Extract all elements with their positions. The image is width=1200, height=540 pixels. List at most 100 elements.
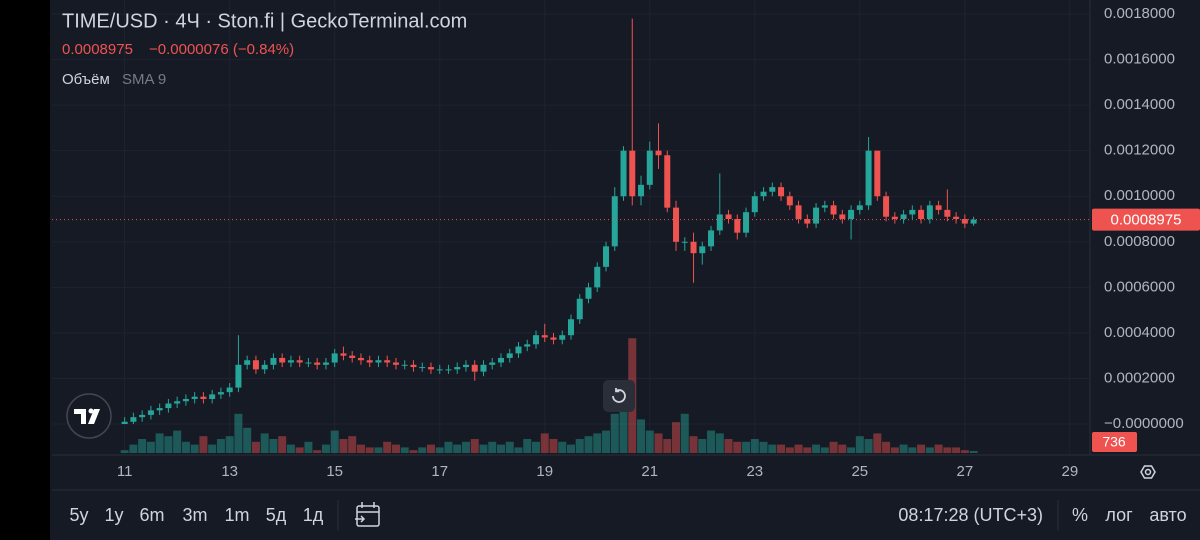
candle-body — [191, 396, 198, 399]
range-button[interactable]: 6m — [139, 505, 164, 525]
auto-toggle[interactable]: авто — [1149, 505, 1186, 525]
volume-bar — [637, 419, 646, 453]
settings-button[interactable] — [1140, 465, 1156, 479]
volume-bar — [917, 444, 926, 453]
candle-body — [760, 191, 767, 197]
logo-mark — [74, 409, 100, 424]
volume-bar — [680, 413, 689, 453]
volume-bar — [715, 433, 724, 453]
last-volume-box — [1092, 432, 1137, 452]
candle-body — [497, 357, 504, 363]
volume-bar — [181, 441, 190, 453]
candle-body — [769, 187, 776, 192]
candle-body — [366, 360, 373, 363]
percent-toggle[interactable]: % — [1072, 505, 1088, 525]
volume-bar — [794, 444, 803, 453]
candle-body — [436, 369, 443, 371]
last-price-label: 0.0008975 — [1111, 212, 1182, 229]
volume-bar — [374, 447, 383, 453]
candle-body — [778, 187, 785, 197]
clock: 08:17:28 (UTC+3) — [898, 505, 1043, 525]
legend-sma[interactable]: SMA 9 — [122, 71, 166, 88]
candle-body — [576, 298, 583, 320]
volume-bar — [803, 447, 812, 453]
volume-bar — [444, 441, 453, 453]
candle-body — [462, 364, 469, 368]
candle-body — [944, 209, 951, 217]
legend-volume[interactable]: Объём — [62, 71, 110, 88]
volume-bar — [470, 439, 479, 453]
volume-bar — [610, 413, 619, 453]
range-button[interactable]: 1y — [104, 505, 123, 525]
volume-bar — [864, 439, 873, 453]
candle-body — [804, 219, 811, 224]
volume-bar — [409, 450, 418, 453]
candle-body — [953, 216, 960, 220]
y-tick-label: 0.0018000 — [1104, 5, 1175, 22]
date-range-button[interactable] — [355, 502, 380, 527]
x-tick-label: 23 — [746, 463, 763, 480]
candle-body — [874, 150, 881, 197]
candle-body — [532, 335, 539, 345]
candle-body — [751, 196, 758, 213]
range-button[interactable]: 5д — [266, 505, 287, 525]
candle-body — [340, 353, 347, 356]
candle-body — [252, 360, 259, 370]
volume-bar — [759, 441, 768, 453]
candle-body — [174, 401, 181, 404]
volume-bar — [505, 441, 514, 453]
volume-bar — [707, 430, 716, 453]
volume-bar — [777, 444, 786, 453]
y-tick-label: 0.0016000 — [1104, 51, 1175, 68]
volume-bar — [286, 444, 295, 453]
candle-body — [918, 209, 925, 220]
tv-logo[interactable] — [66, 393, 112, 439]
candle-body — [217, 392, 224, 395]
volume-bar — [750, 439, 759, 453]
logo-circle — [66, 393, 112, 439]
y-tick-label: 0.0010000 — [1104, 187, 1175, 204]
log-toggle[interactable]: лог — [1105, 505, 1133, 525]
volume-bar — [164, 436, 173, 453]
candle-body — [734, 219, 741, 233]
volume-bar — [663, 439, 672, 453]
candle-body — [445, 369, 452, 371]
x-tick-label: 15 — [326, 463, 343, 480]
y-tick-label: 0.0008000 — [1104, 233, 1175, 250]
volume-bar — [129, 444, 138, 453]
volume-bar — [304, 441, 313, 453]
volume-bar — [908, 447, 917, 453]
volume-bar — [426, 444, 435, 453]
candle-body — [489, 362, 496, 365]
candle-body — [725, 214, 732, 220]
range-button[interactable]: 1д — [303, 505, 324, 525]
candle-body — [664, 155, 671, 208]
candle-body — [375, 360, 382, 363]
last-volume-label: 736 — [1102, 434, 1126, 450]
candle-body — [935, 205, 942, 210]
volume-bar — [733, 441, 742, 453]
volume-bar — [199, 436, 208, 453]
candle-body — [961, 219, 968, 224]
range-button[interactable]: 5y — [69, 505, 88, 525]
volume-bar — [356, 444, 365, 453]
volume-bar — [584, 436, 593, 453]
x-tick-label: 11 — [117, 463, 133, 480]
volume-bar — [838, 444, 847, 453]
volume-bar — [724, 439, 733, 453]
range-button[interactable]: 3m — [182, 505, 207, 525]
last-price: 0.0008975 — [62, 41, 133, 58]
volume-bar — [348, 436, 357, 453]
candle-body — [165, 403, 172, 409]
x-tick-label: 17 — [431, 463, 448, 480]
range-button[interactable]: 1m — [224, 505, 249, 525]
candle-body — [541, 335, 548, 338]
reset-button[interactable] — [603, 380, 635, 412]
candle-body — [182, 398, 189, 402]
candle-body — [821, 205, 828, 208]
volume-bar — [339, 439, 348, 453]
candle-body — [200, 396, 207, 399]
candle-body — [156, 408, 163, 411]
